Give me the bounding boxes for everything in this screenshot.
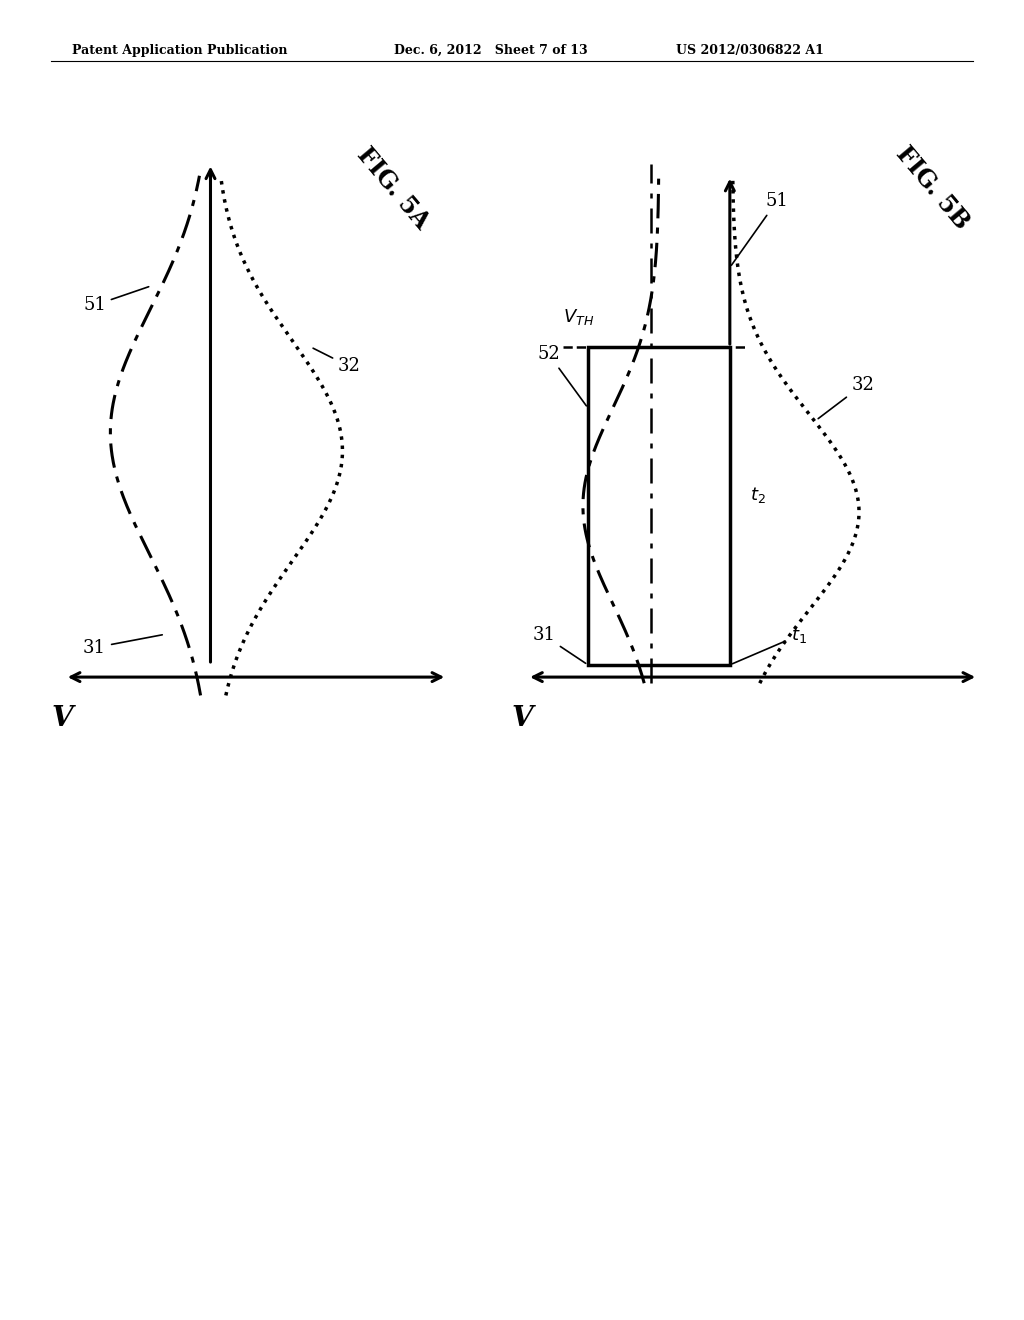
Bar [588, 347, 730, 665]
Text: $V_{TH}$: $V_{TH}$ [562, 308, 594, 327]
Text: FIG. 5A: FIG. 5A [351, 143, 433, 234]
Text: 32: 32 [313, 348, 360, 375]
Text: 51: 51 [83, 286, 148, 314]
Text: FIG. 5B: FIG. 5B [891, 143, 974, 234]
Text: 52: 52 [538, 345, 587, 405]
Text: Patent Application Publication: Patent Application Publication [72, 44, 287, 57]
Text: $t_2$: $t_2$ [751, 484, 766, 504]
Text: 31: 31 [532, 627, 586, 664]
Text: $t_1$: $t_1$ [732, 626, 807, 664]
Text: 32: 32 [818, 376, 874, 418]
Text: 31: 31 [83, 635, 162, 656]
Text: V: V [512, 705, 534, 733]
Text: 51: 51 [731, 193, 788, 265]
Text: Dec. 6, 2012   Sheet 7 of 13: Dec. 6, 2012 Sheet 7 of 13 [394, 44, 588, 57]
Text: US 2012/0306822 A1: US 2012/0306822 A1 [676, 44, 823, 57]
Text: V: V [51, 705, 73, 733]
